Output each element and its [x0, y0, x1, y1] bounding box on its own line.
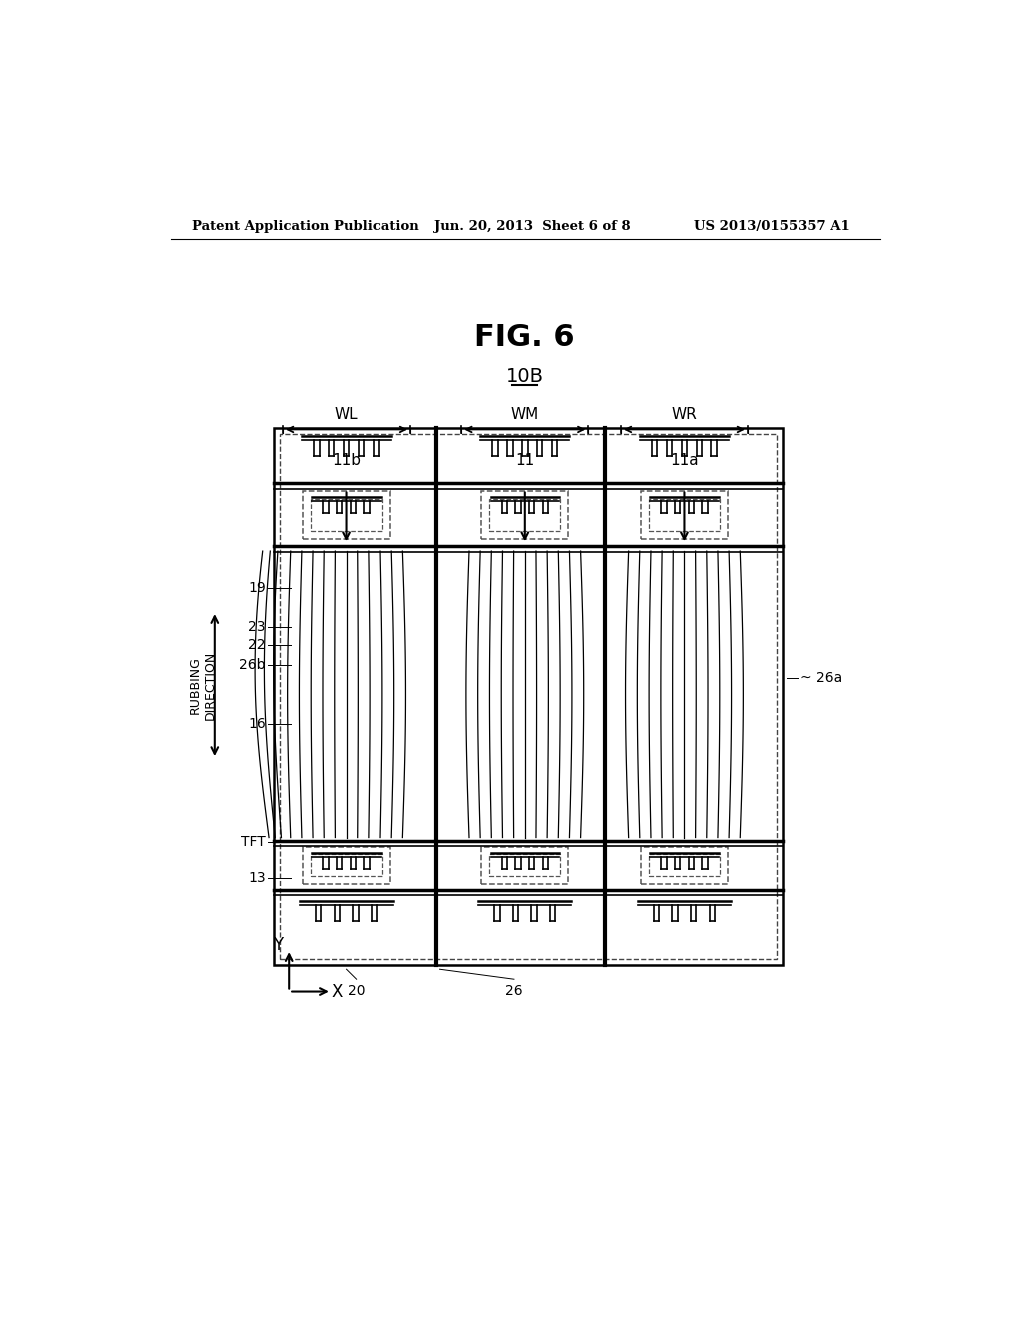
- Text: WL: WL: [335, 407, 358, 421]
- Text: 20: 20: [348, 983, 366, 998]
- Text: 23: 23: [249, 619, 266, 634]
- Text: Y: Y: [273, 936, 284, 954]
- Text: WR: WR: [672, 407, 697, 421]
- Text: 11a: 11a: [670, 453, 698, 467]
- Bar: [273, 428, 783, 965]
- Bar: [280, 434, 776, 960]
- Text: Jun. 20, 2013  Sheet 6 of 8: Jun. 20, 2013 Sheet 6 of 8: [434, 219, 631, 232]
- Text: 26b: 26b: [240, 659, 266, 672]
- Bar: [481, 491, 568, 539]
- Bar: [303, 491, 390, 539]
- Text: TFT: TFT: [242, 836, 266, 849]
- Text: WM: WM: [511, 407, 539, 421]
- Text: RUBBING
DIRECTION: RUBBING DIRECTION: [188, 651, 216, 719]
- Text: 22: 22: [249, 638, 266, 652]
- Text: 11: 11: [515, 453, 535, 467]
- Text: 19: 19: [248, 581, 266, 595]
- Bar: [481, 847, 568, 884]
- Text: X: X: [332, 982, 343, 1001]
- Bar: [489, 499, 560, 531]
- Text: 26: 26: [505, 983, 523, 998]
- Text: US 2013/0155357 A1: US 2013/0155357 A1: [693, 219, 850, 232]
- Bar: [649, 854, 720, 876]
- Bar: [649, 499, 720, 531]
- Text: 10B: 10B: [506, 367, 544, 385]
- Bar: [311, 854, 382, 876]
- Bar: [303, 847, 390, 884]
- Text: 11b: 11b: [332, 453, 361, 467]
- Text: Patent Application Publication: Patent Application Publication: [191, 219, 418, 232]
- Bar: [311, 499, 382, 531]
- Bar: [641, 847, 728, 884]
- Bar: [489, 854, 560, 876]
- Text: 16: 16: [248, 717, 266, 731]
- Text: ~ 26a: ~ 26a: [800, 671, 842, 685]
- Bar: [641, 491, 728, 539]
- Text: 13: 13: [249, 871, 266, 886]
- Text: FIG. 6: FIG. 6: [474, 323, 575, 352]
